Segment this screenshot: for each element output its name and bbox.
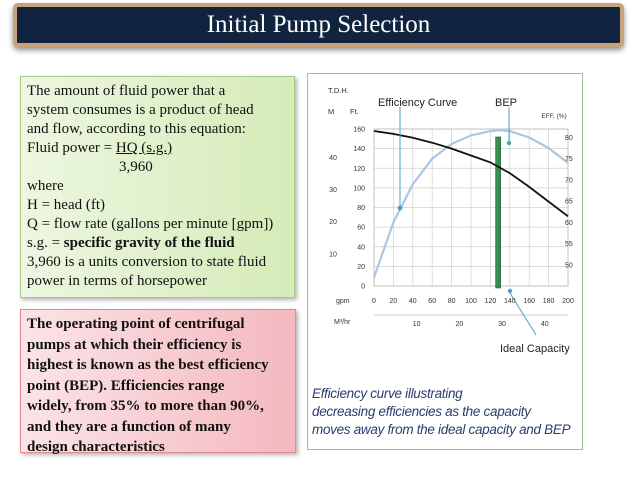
- ft-tick-label: 120: [353, 166, 365, 173]
- where-label: where: [27, 178, 64, 194]
- text-line: and they are a function of many: [27, 418, 231, 435]
- curves: [372, 107, 569, 336]
- tdh-label: T.D.H.: [328, 86, 349, 95]
- plot-frame: [373, 128, 569, 287]
- eff-tick-label: 75: [565, 156, 573, 163]
- gpm-tick-label: 140: [504, 298, 516, 305]
- text-line: highest is known as the best efficiency: [27, 357, 269, 373]
- ft-tick-label: 160: [353, 127, 365, 134]
- ft-tick-label: 0: [361, 284, 365, 291]
- efficiency-curve: [372, 129, 569, 278]
- eff-tick-label: 55: [565, 241, 573, 248]
- gpm-tick-label: 180: [543, 298, 555, 305]
- caption-line: decreasing efficiencies as the capacity: [312, 404, 531, 419]
- labels: T.D.H. M Ft. EFF, (%) Efficiency Curve BEP 0 20…: [328, 86, 574, 355]
- head-curve: [373, 130, 569, 218]
- text-line: The operating point of centrifugal: [27, 316, 245, 332]
- text-line: design characteristics: [27, 439, 165, 455]
- slide-title: Initial Pump Selection: [206, 11, 431, 38]
- gpm-tick-label: 100: [465, 298, 477, 305]
- text-line: pumps at which their efficiency is: [27, 336, 242, 353]
- formula-numerator: HQ (s.g.): [115, 140, 173, 156]
- m-unit-label: M: [328, 107, 334, 116]
- m-tick-label: 20: [329, 219, 337, 226]
- eff-tick-label: 70: [565, 177, 573, 184]
- pump-curve-figure: T.D.H. M Ft. EFF, (%) Efficiency Curve BEP 0 20…: [307, 73, 583, 450]
- sg-prefix: s.g. =: [27, 235, 64, 251]
- eff-tick-label: 80: [565, 135, 573, 142]
- m3hr-tick-label: 40: [541, 321, 549, 328]
- formula-prefix: Fluid power =: [27, 140, 116, 156]
- ideal-capacity-pointer: [509, 292, 537, 336]
- caption-line: Efficiency curve illustrating: [312, 386, 463, 401]
- bep-pointer-dot: [506, 140, 512, 146]
- ideal-capacity-pointer-dot: [507, 288, 513, 294]
- efficiency-curve-pointer-dot: [397, 205, 403, 211]
- eff-tick-label: 50: [565, 262, 573, 269]
- bep-marker: [495, 136, 501, 289]
- m-tick-label: 40: [329, 155, 337, 162]
- title-bar: Initial Pump Selection: [13, 3, 624, 47]
- m3hr-axis-label: M³/hr: [334, 319, 351, 326]
- caption-line: moves away from the ideal capacity and B…: [312, 422, 571, 437]
- sg-bold-text: specific gravity of the fluid: [63, 235, 235, 251]
- ft-tick-label: 60: [357, 225, 365, 232]
- gpm-tick-label: 60: [428, 298, 436, 305]
- ft-tick-label: 80: [357, 205, 365, 212]
- text-line: and flow, according to this equation:: [27, 121, 246, 137]
- ft-tick-label: 40: [357, 244, 365, 251]
- eff-unit-label: EFF, (%): [541, 113, 566, 120]
- ft-tick-label: 140: [353, 146, 365, 153]
- m3hr-tick-label: 10: [413, 321, 421, 328]
- m3hr-tick-label: 30: [498, 321, 506, 328]
- text-line: widely, from 35% to more than 90%,: [27, 398, 264, 414]
- bep-textbox: The operating point of centrifugal pumps…: [20, 309, 296, 455]
- formula-line: Fluid power = HQ (s.g.): [27, 139, 288, 158]
- m-tick-label: 30: [329, 187, 337, 194]
- m3hr-tick-label: 20: [455, 321, 463, 328]
- grid: [373, 128, 569, 316]
- fluid-power-textbox: The amount of fluid power that a system …: [20, 76, 295, 298]
- sg-definition: s.g. = specific gravity of the fluid: [27, 234, 288, 253]
- ft-tick-label: 100: [353, 185, 365, 192]
- figure-caption: Efficiency curve illustrating decreasing…: [312, 385, 580, 439]
- flow-definition: Q = flow rate (gallons per minute [gpm]): [27, 216, 274, 232]
- text-line: system consumes is a product of head: [27, 102, 254, 118]
- m-tick-label: 10: [329, 251, 337, 258]
- efficiency-curve-label: Efficiency Curve: [378, 97, 457, 109]
- head-definition: H = head (ft): [27, 197, 106, 213]
- bep-label: BEP: [495, 97, 517, 109]
- text-line: 3,960 is a units conversion to state flu…: [27, 254, 267, 270]
- gpm-tick-label: 0: [372, 298, 376, 305]
- eff-tick-label: 60: [565, 220, 573, 227]
- gpm-tick-label: 20: [390, 298, 398, 305]
- ft-unit-label: Ft.: [350, 107, 359, 116]
- ideal-capacity-label: Ideal Capacity: [500, 343, 570, 355]
- formula-denominator: 3,960: [119, 159, 153, 175]
- gpm-tick-label: 200: [562, 298, 574, 305]
- gpm-tick-label: 80: [448, 298, 456, 305]
- ft-tick-label: 20: [357, 264, 365, 271]
- pump-curve-chart: T.D.H. M Ft. EFF, (%) Efficiency Curve BEP 0 20…: [328, 86, 574, 355]
- text-line: The amount of fluid power that a: [27, 83, 226, 99]
- eff-tick-label: 65: [565, 199, 573, 206]
- gpm-axis-label: gpm: [336, 298, 350, 305]
- gpm-tick-label: 120: [485, 298, 497, 305]
- text-line: power in terms of horsepower: [27, 273, 207, 289]
- text-line: point (BEP). Efficiencies range: [27, 377, 225, 394]
- gpm-tick-label: 40: [409, 298, 417, 305]
- gpm-tick-label: 160: [523, 298, 535, 305]
